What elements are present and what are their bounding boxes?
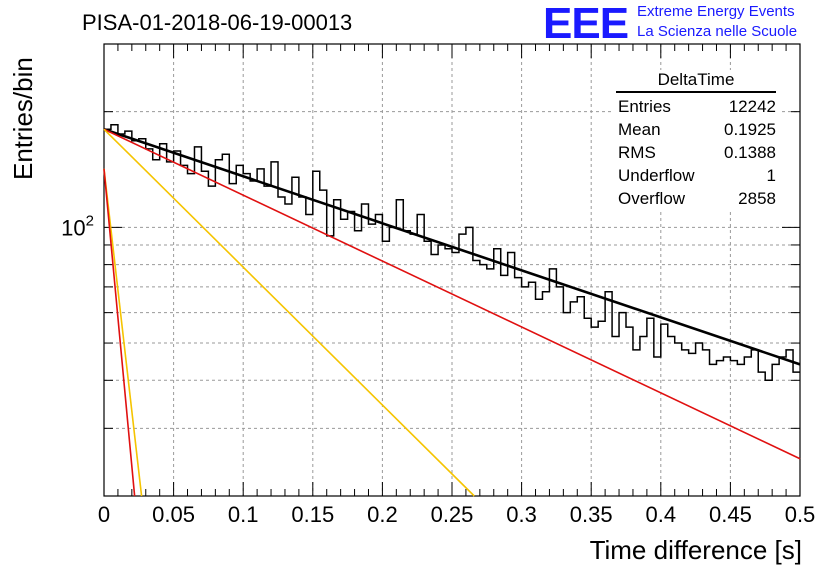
stats-title: DeltaTime [616, 70, 776, 93]
histogram-steps [104, 123, 800, 382]
x-tick-label: 0.25 [431, 502, 474, 527]
fit-component-3-line [103, 168, 143, 497]
stats-value: 0.1925 [724, 120, 776, 139]
fit-component-1-line [103, 128, 801, 460]
x-tick-label: 0.05 [152, 502, 195, 527]
stats-value: 0.1388 [724, 143, 776, 162]
logo-caption: Extreme Energy Events La Scienza nelle S… [637, 2, 797, 42]
x-tick-label: 0.35 [570, 502, 613, 527]
stats-value: 2858 [738, 189, 776, 208]
fit-component-2-line [103, 128, 475, 497]
x-tick-label: 0.1 [228, 502, 259, 527]
logo-line-2: La Scienza nelle Scuole [637, 23, 798, 40]
stats-label: Overflow [618, 189, 686, 208]
x-tick-label: 0.3 [506, 502, 537, 527]
x-tick-label: 0.15 [291, 502, 334, 527]
stats-box: DeltaTime Entries 12242 Mean 0.1925 RMS 0.1… [612, 70, 780, 210]
x-tick-label: 0.2 [367, 502, 398, 527]
logo-line-1: Extreme Energy Events [637, 3, 795, 20]
stats-label: Entries [618, 97, 671, 116]
stats-label: RMS [618, 143, 656, 162]
stats-label: Mean [618, 120, 661, 139]
x-tick-label: 0.45 [709, 502, 752, 527]
y-tick-label: 102 [61, 212, 94, 240]
stats-row-mean: Mean 0.1925 [612, 118, 780, 141]
chart-title: PISA-01-2018-06-19-00013 [82, 10, 353, 35]
stats-value: 1 [766, 166, 776, 185]
stats-label: Underflow [618, 166, 695, 185]
stats-row-overflow: Overflow 2858 [612, 187, 780, 210]
x-tick-label: 0.4 [646, 502, 677, 527]
stats-row-entries: Entries 12242 [612, 95, 780, 118]
stats-row-rms: RMS 0.1388 [612, 141, 780, 164]
x-tick-label: 0.5 [785, 502, 816, 527]
stats-row-underflow: Underflow 1 [612, 164, 780, 187]
y-axis-label: Entries/bin [8, 57, 38, 180]
fit-total-line [103, 128, 801, 366]
x-axis-label: Time difference [s] [589, 535, 802, 565]
x-tick-label: 0 [98, 502, 110, 527]
fit-component-4-line [103, 168, 136, 497]
stats-value: 12242 [728, 97, 776, 116]
eee-logo: EEE [543, 0, 629, 48]
